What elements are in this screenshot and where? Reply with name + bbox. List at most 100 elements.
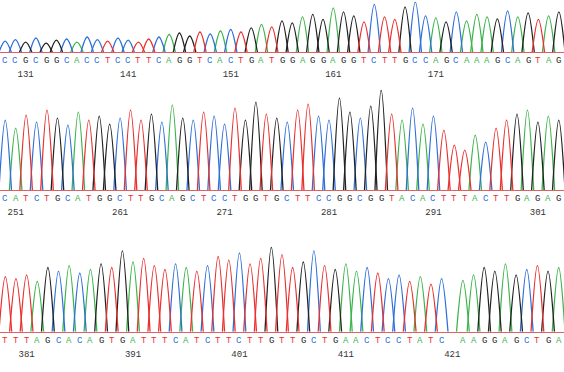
- svg-text:A: A: [74, 56, 80, 66]
- svg-text:C: C: [125, 56, 131, 66]
- svg-text:C: C: [56, 336, 62, 346]
- svg-text:T: T: [375, 336, 381, 346]
- svg-text:T: T: [23, 194, 29, 204]
- svg-text:T: T: [407, 336, 413, 346]
- svg-text:A: A: [524, 194, 530, 204]
- svg-text:G: G: [495, 56, 500, 66]
- svg-text:171: 171: [428, 70, 444, 80]
- svg-text:A: A: [472, 194, 478, 204]
- svg-text:A: A: [474, 56, 480, 66]
- svg-text:C: C: [84, 56, 90, 66]
- svg-text:C: C: [236, 336, 242, 346]
- svg-text:C: C: [364, 336, 370, 346]
- svg-text:T: T: [2, 336, 8, 346]
- svg-text:G: G: [514, 336, 519, 346]
- svg-text:T: T: [238, 56, 244, 66]
- svg-text:G: G: [249, 56, 254, 66]
- svg-text:T: T: [105, 56, 111, 66]
- svg-text:G: G: [444, 56, 449, 66]
- svg-text:421: 421: [444, 350, 460, 360]
- svg-text:G: G: [556, 194, 561, 204]
- svg-text:T: T: [534, 336, 540, 346]
- svg-text:C: C: [316, 194, 322, 204]
- svg-text:A: A: [556, 336, 562, 346]
- svg-text:G: G: [321, 56, 326, 66]
- svg-text:A: A: [420, 194, 426, 204]
- svg-text:T: T: [535, 56, 541, 66]
- svg-text:G: G: [301, 336, 306, 346]
- svg-text:261: 261: [112, 208, 128, 218]
- svg-text:T: T: [109, 336, 115, 346]
- svg-text:T: T: [504, 194, 510, 204]
- svg-text:A: A: [13, 194, 19, 204]
- svg-text:T: T: [226, 336, 232, 346]
- svg-text:401: 401: [231, 350, 247, 360]
- svg-text:T: T: [382, 56, 388, 66]
- svg-text:C: C: [159, 194, 165, 204]
- svg-text:C: C: [64, 56, 70, 66]
- svg-text:A: A: [515, 56, 521, 66]
- svg-text:T: T: [138, 194, 144, 204]
- svg-text:G: G: [274, 194, 279, 204]
- svg-text:C: C: [12, 56, 18, 66]
- svg-text:C: C: [117, 194, 123, 204]
- svg-text:G: G: [180, 194, 185, 204]
- svg-text:251: 251: [8, 208, 24, 218]
- svg-text:C: C: [33, 56, 39, 66]
- svg-text:281: 281: [321, 208, 337, 218]
- svg-text:C: C: [423, 56, 429, 66]
- svg-text:T: T: [201, 194, 207, 204]
- svg-text:131: 131: [18, 70, 34, 80]
- svg-text:T: T: [247, 336, 253, 346]
- svg-text:T: T: [451, 194, 457, 204]
- svg-text:T: T: [162, 336, 168, 346]
- svg-text:A: A: [169, 194, 175, 204]
- svg-text:A: A: [300, 56, 306, 66]
- svg-text:C: C: [311, 336, 317, 346]
- svg-text:G: G: [187, 56, 192, 66]
- svg-text:G: G: [482, 336, 487, 346]
- svg-text:G: G: [310, 56, 315, 66]
- svg-text:G: G: [45, 336, 50, 346]
- svg-text:A: A: [353, 336, 359, 346]
- svg-text:C: C: [453, 56, 459, 66]
- svg-text:C: C: [357, 194, 363, 204]
- svg-text:A: A: [166, 56, 172, 66]
- svg-text:A: A: [330, 56, 336, 66]
- svg-text:411: 411: [338, 350, 354, 360]
- svg-text:G: G: [347, 194, 352, 204]
- svg-text:C: C: [284, 194, 290, 204]
- svg-text:T: T: [135, 56, 141, 66]
- svg-text:301: 301: [530, 208, 546, 218]
- svg-text:C: C: [2, 56, 8, 66]
- svg-text:A: A: [217, 56, 223, 66]
- svg-text:141: 141: [120, 70, 136, 80]
- svg-text:T: T: [279, 336, 285, 346]
- svg-text:G: G: [337, 194, 342, 204]
- svg-text:C: C: [228, 56, 234, 66]
- svg-text:C: C: [326, 194, 332, 204]
- svg-text:T: T: [493, 194, 499, 204]
- svg-text:A: A: [258, 56, 264, 66]
- svg-text:A: A: [75, 194, 81, 204]
- svg-text:G: G: [44, 56, 49, 66]
- svg-text:G: G: [341, 56, 346, 66]
- svg-text:A: A: [87, 336, 93, 346]
- svg-text:T: T: [295, 194, 301, 204]
- svg-text:T: T: [194, 336, 200, 346]
- svg-text:C: C: [412, 56, 418, 66]
- svg-text:T: T: [441, 194, 447, 204]
- svg-text:T: T: [215, 336, 221, 346]
- svg-text:C: C: [77, 336, 83, 346]
- svg-text:T: T: [86, 194, 92, 204]
- svg-text:A: A: [183, 336, 189, 346]
- svg-text:C: C: [34, 194, 40, 204]
- svg-text:A: A: [464, 56, 470, 66]
- svg-text:C: C: [190, 194, 196, 204]
- svg-text:C: C: [173, 336, 179, 346]
- svg-text:A: A: [471, 336, 477, 346]
- svg-text:G: G: [149, 194, 154, 204]
- svg-text:T: T: [146, 56, 152, 66]
- svg-text:A: A: [417, 336, 423, 346]
- svg-text:C: C: [505, 56, 511, 66]
